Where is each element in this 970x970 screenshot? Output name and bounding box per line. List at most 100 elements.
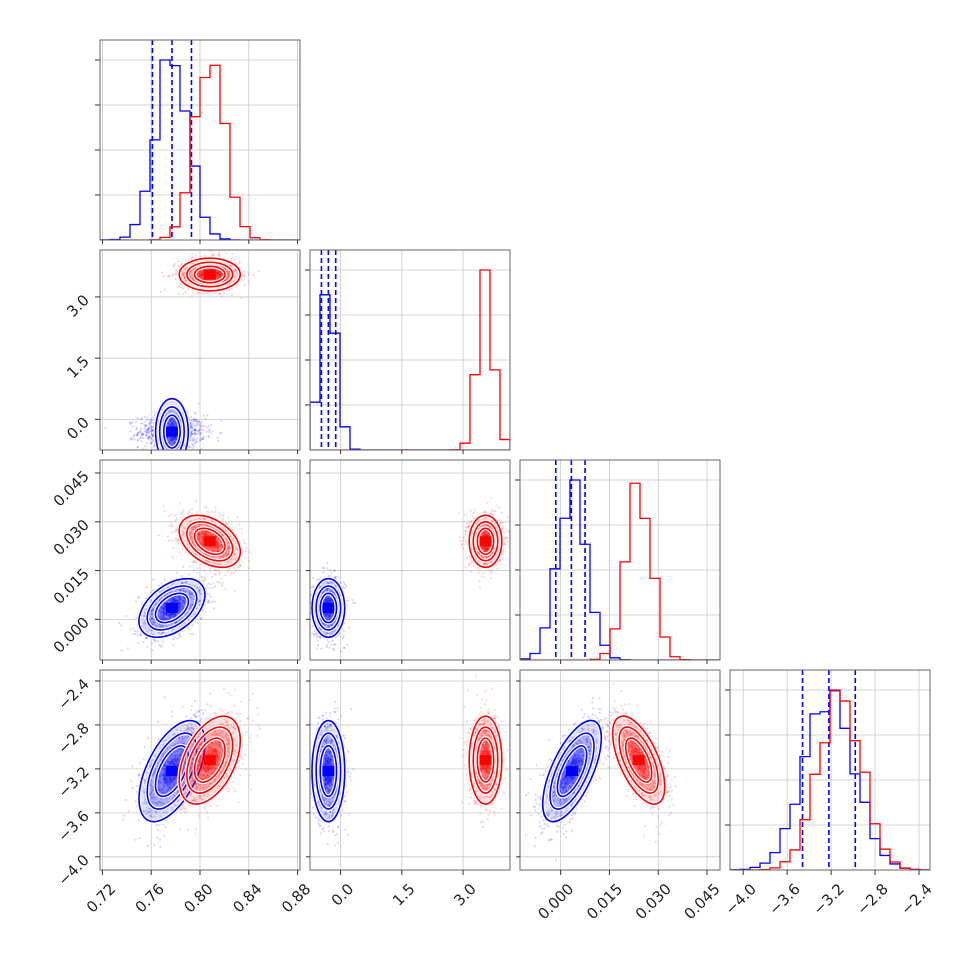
scatter-point xyxy=(492,510,495,513)
scatter-point xyxy=(161,618,164,621)
scatter-point xyxy=(192,632,195,636)
scatter-point xyxy=(169,599,173,602)
scatter-point xyxy=(151,436,154,439)
scatter-point xyxy=(326,589,329,592)
scatter-point xyxy=(153,638,156,642)
scatter-point xyxy=(190,416,193,419)
scatter-point xyxy=(204,533,207,537)
contour-line xyxy=(193,265,226,284)
scatter-point xyxy=(204,531,207,534)
scatter-point xyxy=(151,439,155,442)
scatter-point xyxy=(206,533,209,536)
scatter-point xyxy=(172,638,175,641)
scatter-point xyxy=(215,271,218,275)
scatter-point xyxy=(191,529,194,532)
scatter-point xyxy=(247,273,250,276)
scatter-point xyxy=(219,544,222,547)
scatter-point xyxy=(200,617,203,620)
scatter-point xyxy=(172,599,175,602)
scatter-point xyxy=(222,581,225,585)
scatter-point xyxy=(477,571,480,574)
scatter-point xyxy=(221,555,224,558)
scatter-point xyxy=(174,598,177,601)
scatter-point xyxy=(328,597,331,601)
scatter-point xyxy=(233,268,236,271)
scatter-point xyxy=(153,621,156,624)
scatter-point xyxy=(163,607,166,610)
scatter-point xyxy=(132,633,135,636)
scatter-point xyxy=(243,274,246,277)
scatter-point xyxy=(155,451,157,453)
scatter-point xyxy=(204,530,208,533)
scatter-point xyxy=(238,260,241,263)
scatter-point xyxy=(328,598,331,602)
contour-line xyxy=(158,406,185,450)
scatter-point xyxy=(196,292,199,295)
scatter-point xyxy=(142,432,145,436)
scatter-point xyxy=(140,427,143,430)
scatter-point xyxy=(324,598,327,601)
scatter-point xyxy=(183,599,186,602)
contour-line xyxy=(193,527,226,556)
scatter-point xyxy=(323,599,327,602)
scatter-point xyxy=(193,411,196,414)
scatter-point xyxy=(216,581,219,584)
scatter-point xyxy=(183,276,186,279)
scatter-point xyxy=(328,614,331,617)
scatter-point xyxy=(200,540,203,543)
scatter-point xyxy=(152,578,155,581)
scatter-point xyxy=(160,624,163,627)
scatter-point xyxy=(323,599,326,602)
contour-line xyxy=(154,592,190,624)
scatter-point xyxy=(126,647,129,650)
scatter-point xyxy=(182,565,185,569)
scatter-point xyxy=(144,624,147,627)
scatter-point xyxy=(175,273,178,276)
scatter-point xyxy=(184,267,187,270)
scatter-point xyxy=(179,606,182,609)
scatter-point xyxy=(216,536,219,539)
scatter-point xyxy=(163,603,166,606)
scatter-point xyxy=(227,274,230,277)
density-peak xyxy=(203,536,216,547)
scatter-point xyxy=(146,428,149,431)
scatter-point xyxy=(242,539,245,542)
scatter-point xyxy=(171,438,174,442)
scatter-point xyxy=(198,517,201,520)
scatter-point xyxy=(230,535,233,539)
scatter-point xyxy=(460,543,463,546)
scatter-point xyxy=(181,604,184,607)
scatter-point xyxy=(163,510,166,513)
scatter-point xyxy=(172,597,175,600)
scatter-point xyxy=(215,538,218,541)
scatter-point xyxy=(175,571,178,574)
scatter-point xyxy=(316,578,319,581)
scatter-point xyxy=(201,437,204,440)
scatter-point xyxy=(141,422,144,425)
scatter-point xyxy=(181,548,184,551)
scatter-point xyxy=(224,553,227,556)
scatter-point xyxy=(342,646,345,650)
scatter-point xyxy=(324,597,327,601)
scatter-point xyxy=(185,542,188,545)
panel-grid xyxy=(310,460,510,660)
scatter-point xyxy=(199,439,202,442)
scatter-point xyxy=(200,541,204,544)
scatter-point xyxy=(200,273,203,276)
scatter-point xyxy=(175,599,179,602)
scatter-point xyxy=(171,600,174,603)
scatter-point xyxy=(482,545,485,549)
scatter-point xyxy=(487,534,490,537)
scatter-point xyxy=(215,540,218,543)
scatter-point xyxy=(167,274,171,277)
scatter-point xyxy=(226,553,229,556)
scatter-point xyxy=(483,549,486,553)
scatter-point xyxy=(171,597,174,600)
scatter-point xyxy=(190,439,193,442)
scatter-point xyxy=(210,548,214,551)
scatter-point xyxy=(201,538,204,541)
scatter-point xyxy=(216,272,219,275)
scatter-point xyxy=(303,602,305,604)
scatter-point xyxy=(150,438,153,441)
scatter-point xyxy=(217,293,220,296)
